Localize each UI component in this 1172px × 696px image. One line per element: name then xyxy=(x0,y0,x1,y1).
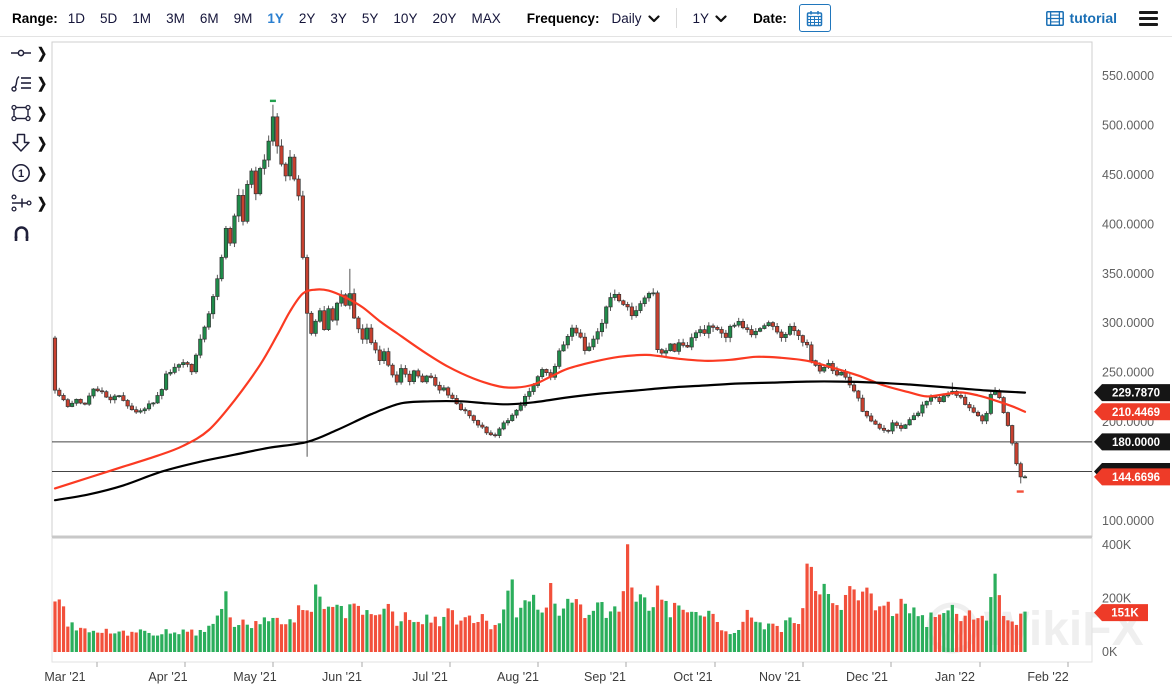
svg-text:500.0000: 500.0000 xyxy=(1102,118,1154,132)
chevron-right-icon[interactable]: ❯ xyxy=(37,74,48,92)
price-axis: 550.0000 500.0000 450.0000 400.0000 350.0000… xyxy=(1102,69,1154,528)
tool-number-annotation-tool[interactable]: 1 ❯ xyxy=(0,158,52,188)
tutorial-label: tutorial xyxy=(1069,10,1117,26)
number-one-icon: 1 xyxy=(12,164,30,182)
tool-trendline-tool[interactable]: ❯ xyxy=(0,38,52,68)
svg-text:400.0000: 400.0000 xyxy=(1102,217,1154,231)
svg-text:Sep '21: Sep '21 xyxy=(584,670,626,684)
svg-text:Jan '22: Jan '22 xyxy=(935,670,975,684)
pane-borders xyxy=(51,41,1093,663)
magnet-icon xyxy=(14,226,29,241)
svg-text:1: 1 xyxy=(18,168,24,180)
hline-180-badge: 180.0000 xyxy=(1094,433,1170,451)
low-marker xyxy=(1016,490,1024,493)
chevron-right-icon[interactable]: ❯ xyxy=(37,44,48,62)
svg-text:229.7870: 229.7870 xyxy=(1112,388,1160,400)
tool-pattern-list-tool[interactable]: ❯ xyxy=(0,68,52,98)
range-option-1y[interactable]: 1Y xyxy=(267,10,284,26)
arrow-down-icon xyxy=(12,133,30,152)
ma-black xyxy=(53,380,1027,502)
svg-text:350.0000: 350.0000 xyxy=(1102,267,1154,281)
svg-text:0K: 0K xyxy=(1102,645,1118,659)
calendar-icon xyxy=(807,10,823,26)
svg-text:200K: 200K xyxy=(1102,592,1132,606)
rectangle-icon xyxy=(11,104,31,122)
svg-text:100.0000: 100.0000 xyxy=(1102,514,1154,528)
toolbar-divider xyxy=(675,8,677,28)
svg-text:400K: 400K xyxy=(1102,538,1132,552)
high-marker xyxy=(269,99,276,103)
top-toolbar: Range: 1D 5D 1M 3M 6M 9M 1Y 2Y 3Y 5Y 10Y 20Y MAX Fre… xyxy=(0,0,1172,37)
range-option-2y[interactable]: 2Y xyxy=(298,10,316,26)
svg-text:144.6696: 144.6696 xyxy=(1112,472,1160,484)
range-option-3y[interactable]: 3Y xyxy=(330,10,347,26)
trendline-icon xyxy=(11,49,31,57)
range-options: 1D 5D 1M 3M 6M 9M 1Y 2Y 3Y 5Y 10Y 20Y MAX xyxy=(68,11,501,26)
pattern-list-icon xyxy=(11,75,31,92)
svg-text:210.4469: 210.4469 xyxy=(1112,407,1160,419)
date-label: Date: xyxy=(753,10,787,26)
svg-text:300.0000: 300.0000 xyxy=(1102,316,1154,330)
svg-text:550.0000: 550.0000 xyxy=(1102,69,1154,83)
tool-levels-tool[interactable]: ❯ xyxy=(0,188,52,218)
tutorial-link[interactable]: tutorial xyxy=(1045,10,1117,26)
range-option-20y[interactable]: 20Y xyxy=(432,10,457,26)
svg-text:Mar '21: Mar '21 xyxy=(44,670,85,684)
volume-bars xyxy=(53,544,1027,652)
ma-red-value-badge: 210.4469 xyxy=(1094,403,1170,421)
drawing-tools-sidebar: ❯ ❯ ❯ ❯ 1 ❯ ❯ xyxy=(0,38,52,248)
svg-text:Oct '21: Oct '21 xyxy=(673,670,712,684)
chevron-right-icon[interactable]: ❯ xyxy=(37,194,48,212)
tool-arrow-tool[interactable]: ❯ xyxy=(0,128,52,158)
ma-black-value-badge: 229.7870 xyxy=(1094,384,1170,402)
ma-red xyxy=(53,288,1027,490)
svg-text:Jul '21: Jul '21 xyxy=(412,670,448,684)
chevron-down-icon[interactable] xyxy=(647,11,660,26)
svg-text:Feb '22: Feb '22 xyxy=(1027,670,1068,684)
range-option-1d[interactable]: 1D xyxy=(67,10,86,26)
range-option-3m[interactable]: 3M xyxy=(166,10,185,26)
last-volume-badge: 151K xyxy=(1094,604,1148,622)
range-option-10y[interactable]: 10Y xyxy=(393,10,418,26)
tool-magnet-tool[interactable] xyxy=(0,218,52,248)
svg-text:Aug '21: Aug '21 xyxy=(497,670,539,684)
horizontal-lines[interactable] xyxy=(52,441,1092,473)
chevron-right-icon[interactable]: ❯ xyxy=(37,134,48,152)
calendar-button[interactable] xyxy=(798,4,831,32)
svg-text:250.0000: 250.0000 xyxy=(1102,366,1154,380)
range-option-max[interactable]: MAX xyxy=(471,10,501,26)
frequency-select[interactable]: Daily xyxy=(611,10,642,26)
frequency-label: Frequency: xyxy=(526,10,600,26)
film-icon xyxy=(1045,10,1064,26)
svg-text:Nov '21: Nov '21 xyxy=(759,670,801,684)
levels-icon xyxy=(11,194,32,212)
candles xyxy=(52,104,1028,484)
svg-text:180.0000: 180.0000 xyxy=(1112,437,1160,449)
range-option-9m[interactable]: 9M xyxy=(233,10,253,26)
price-chart[interactable]: WWikiFX550.0000500.0000450.0000400.00003… xyxy=(0,38,1172,691)
svg-text:Dec '21: Dec '21 xyxy=(846,670,888,684)
last-price-badge: 144.6696 xyxy=(1094,468,1170,486)
svg-text:May '21: May '21 xyxy=(233,670,276,684)
chevron-right-icon[interactable]: ❯ xyxy=(37,104,48,122)
range-option-6m[interactable]: 6M xyxy=(199,10,219,26)
chart-area: WWikiFX550.0000500.0000450.0000400.00003… xyxy=(0,38,1172,696)
chevron-right-icon[interactable]: ❯ xyxy=(37,164,48,182)
tool-rectangle-tool[interactable]: ❯ xyxy=(0,98,52,128)
time-axis: Mar '21 Apr '21 May '21 Jun '21 Jul '21 Aug '… xyxy=(44,662,1069,684)
menu-icon[interactable] xyxy=(1137,9,1160,28)
range-label: Range: xyxy=(12,10,58,26)
range-option-5d[interactable]: 5D xyxy=(100,10,118,26)
range-option-1m[interactable]: 1M xyxy=(132,10,152,26)
svg-text:450.0000: 450.0000 xyxy=(1102,168,1154,182)
range-option-5y[interactable]: 5Y xyxy=(361,10,379,26)
svg-text:Apr '21: Apr '21 xyxy=(148,670,187,684)
svg-text:151K: 151K xyxy=(1111,608,1139,620)
period-select[interactable]: 1Y xyxy=(692,10,710,26)
chevron-down-icon[interactable] xyxy=(715,11,727,26)
volume-axis: 400K 200K 0K xyxy=(1102,538,1132,659)
svg-text:Jun '21: Jun '21 xyxy=(322,670,362,684)
